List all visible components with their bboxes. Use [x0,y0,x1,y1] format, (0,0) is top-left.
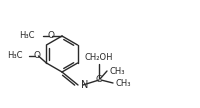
Text: N: N [82,80,89,91]
Text: CH₃: CH₃ [109,67,125,75]
Text: O: O [33,52,40,60]
Text: C: C [96,75,102,84]
Text: CH₃: CH₃ [115,79,131,87]
Text: H₃C: H₃C [7,52,22,60]
Text: O: O [47,32,54,40]
Text: H₃C: H₃C [20,32,35,40]
Text: CH₂OH: CH₂OH [85,52,113,61]
